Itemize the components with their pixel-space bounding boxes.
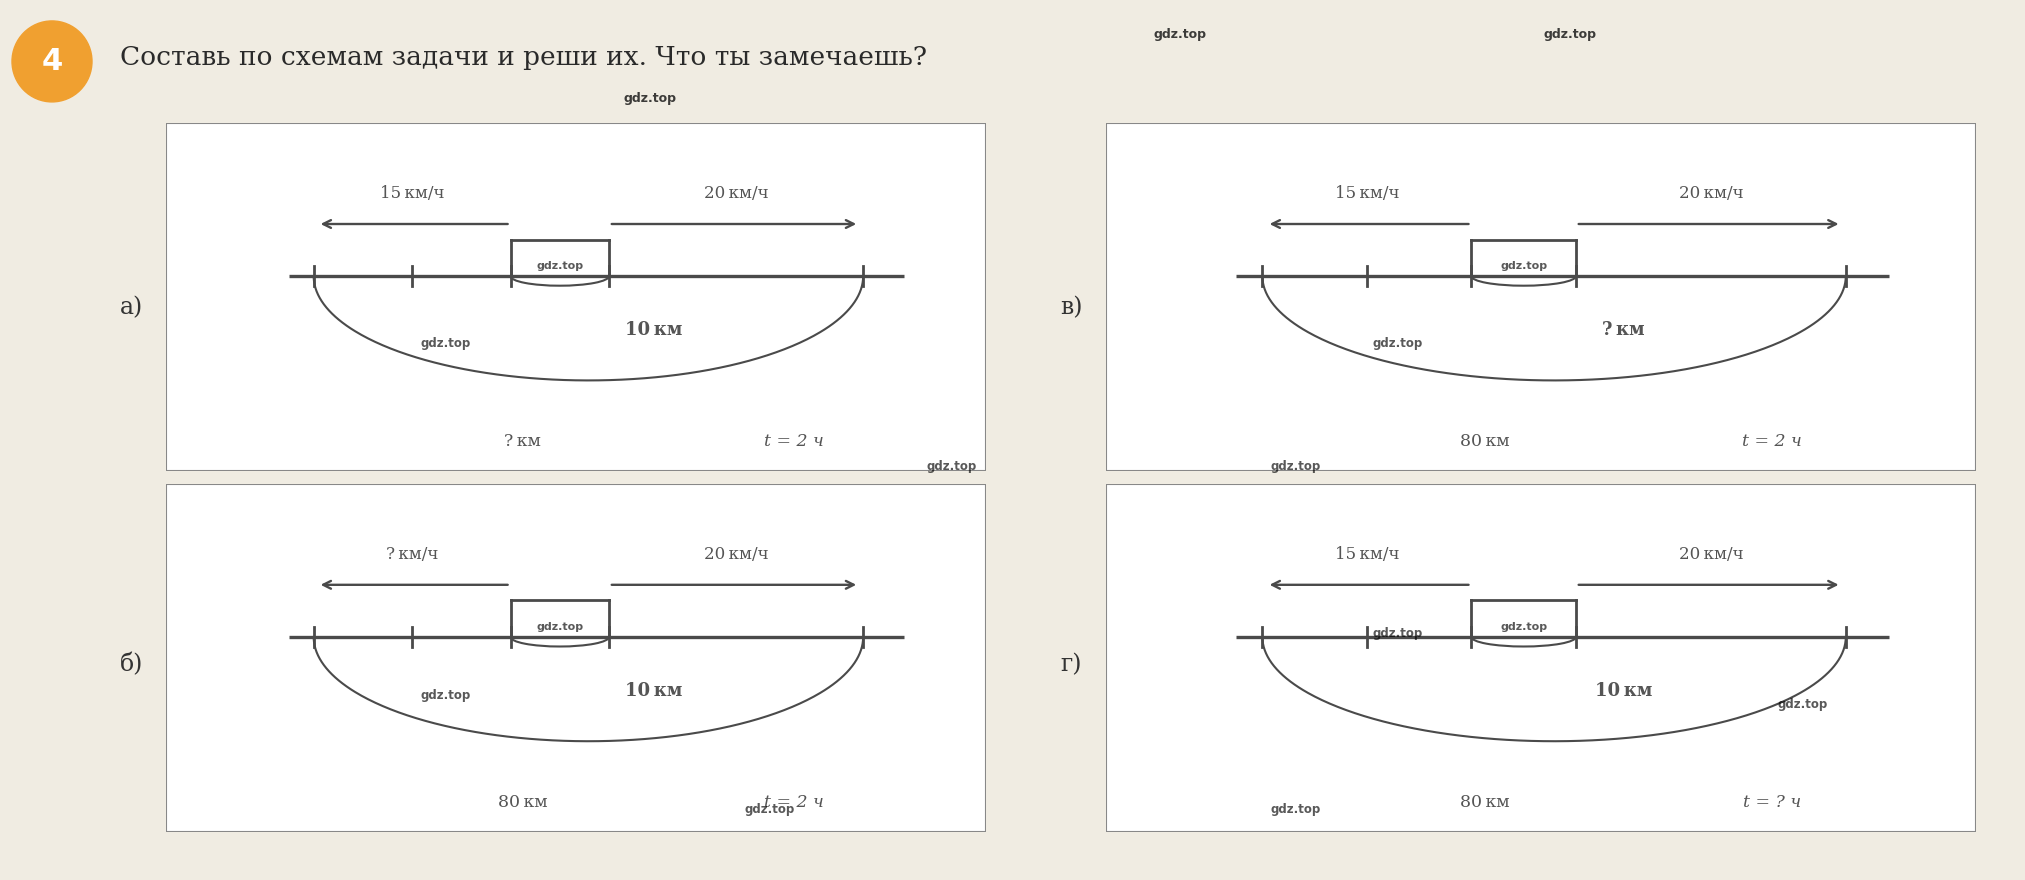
Text: 20 км/ч: 20 км/ч <box>1679 186 1744 202</box>
Text: 20 км/ч: 20 км/ч <box>1679 546 1744 563</box>
Text: б): б) <box>119 653 144 676</box>
Text: ? км/ч: ? км/ч <box>387 546 437 563</box>
Text: t = ? ч: t = ? ч <box>1744 794 1800 810</box>
Text: gdz.top: gdz.top <box>1501 261 1547 271</box>
Text: gdz.top: gdz.top <box>1543 28 1596 41</box>
Text: 80 км: 80 км <box>498 794 547 810</box>
Text: в): в) <box>1059 297 1083 319</box>
Text: gdz.top: gdz.top <box>1272 803 1320 816</box>
Text: ? км: ? км <box>504 433 541 450</box>
Text: 15 км/ч: 15 км/ч <box>1334 546 1399 563</box>
Text: t = 2 ч: t = 2 ч <box>763 433 824 450</box>
Text: 20 км/ч: 20 км/ч <box>705 186 767 202</box>
Text: Составь по схемам задачи и реши их. Что ты замечаешь?: Составь по схемам задачи и реши их. Что … <box>119 45 927 70</box>
Text: gdz.top: gdz.top <box>421 689 470 701</box>
Text: t = 2 ч: t = 2 ч <box>763 794 824 810</box>
Circle shape <box>12 21 91 102</box>
Text: gdz.top: gdz.top <box>537 622 583 632</box>
Text: gdz.top: gdz.top <box>1373 627 1422 640</box>
Text: 15 км/ч: 15 км/ч <box>1334 186 1399 202</box>
Text: gdz.top: gdz.top <box>1373 337 1422 349</box>
Text: gdz.top: gdz.top <box>1154 28 1207 41</box>
Text: 80 км: 80 км <box>1460 433 1509 450</box>
Text: 4: 4 <box>40 47 63 76</box>
Text: 15 км/ч: 15 км/ч <box>381 186 443 202</box>
Text: gdz.top: gdz.top <box>624 92 676 105</box>
Text: 80 км: 80 км <box>1460 794 1509 810</box>
Text: 10 км: 10 км <box>1596 682 1652 700</box>
Text: gdz.top: gdz.top <box>1778 698 1827 710</box>
Text: gdz.top: gdz.top <box>1501 622 1547 632</box>
Text: 10 км: 10 км <box>626 682 682 700</box>
Text: г): г) <box>1061 653 1081 676</box>
Text: gdz.top: gdz.top <box>927 460 976 473</box>
Text: gdz.top: gdz.top <box>537 261 583 271</box>
Text: gdz.top: gdz.top <box>1272 460 1320 473</box>
Text: t = 2 ч: t = 2 ч <box>1742 433 1802 450</box>
Text: gdz.top: gdz.top <box>421 337 470 349</box>
Text: 10 км: 10 км <box>626 321 682 340</box>
Text: 20 км/ч: 20 км/ч <box>705 546 767 563</box>
Text: ? км: ? км <box>1602 321 1644 340</box>
Text: gdz.top: gdz.top <box>745 803 794 816</box>
Text: а): а) <box>119 297 144 319</box>
